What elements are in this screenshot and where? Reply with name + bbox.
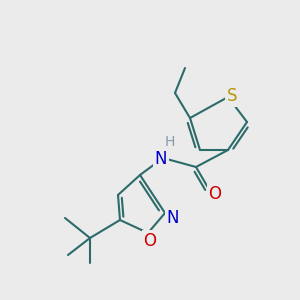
- Text: O: O: [208, 185, 221, 203]
- Text: S: S: [227, 87, 237, 105]
- Text: N: N: [155, 150, 167, 168]
- Text: N: N: [167, 209, 179, 227]
- Text: H: H: [165, 135, 175, 149]
- Text: O: O: [143, 232, 157, 250]
